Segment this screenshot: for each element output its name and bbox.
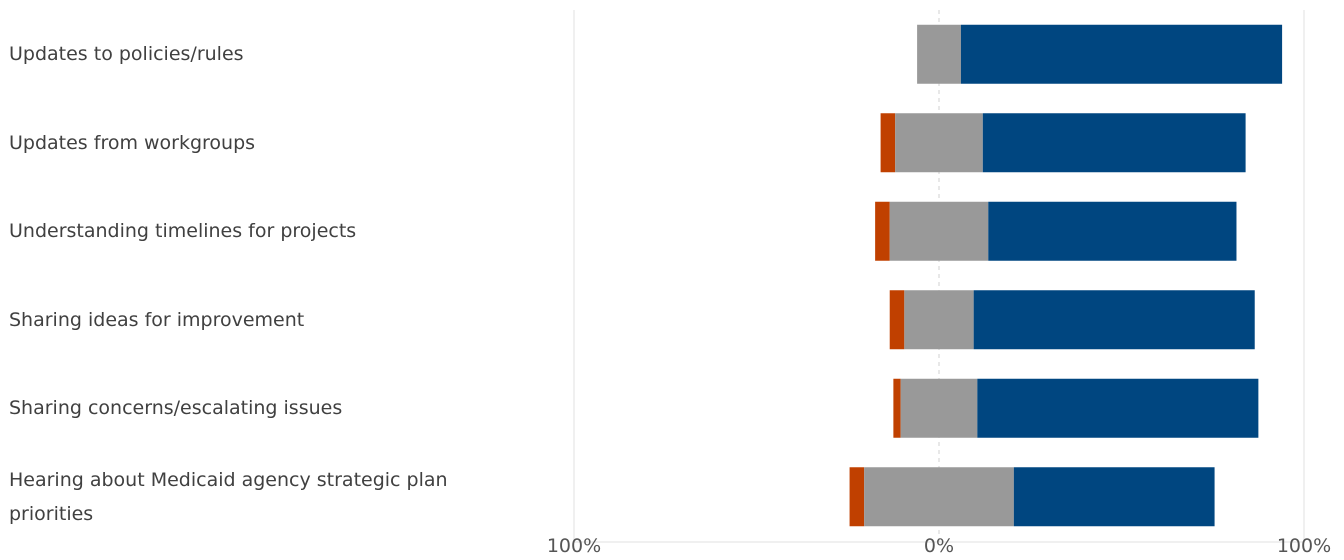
category-label: Updates from workgroups xyxy=(9,131,256,154)
bar-segment-negative xyxy=(893,378,901,438)
category-label: Hearing about Medicaid agency strategic … xyxy=(9,468,448,525)
bar-segment-positive xyxy=(988,201,1237,261)
bar-segment-neutral xyxy=(917,24,961,84)
bar-segment-negative xyxy=(889,290,905,350)
bar-segment-positive xyxy=(982,113,1246,173)
bar-segment-negative xyxy=(875,201,890,261)
bar-segment-neutral xyxy=(889,201,989,261)
x-tick-label: 100% xyxy=(1276,535,1332,557)
category-label: Understanding timelines for projects xyxy=(9,220,357,243)
bar-segment-negative xyxy=(849,467,865,527)
category-label: Sharing ideas for improvement xyxy=(9,308,305,331)
bar-segment-neutral xyxy=(895,113,983,173)
bar-segment-positive xyxy=(973,290,1255,350)
bar-segment-positive xyxy=(977,378,1259,438)
bar-segment-neutral xyxy=(864,467,1014,527)
bar-segment-positive xyxy=(960,24,1283,84)
x-tick-label: 0% xyxy=(923,535,955,557)
category-label: Sharing concerns/escalating issues xyxy=(9,397,343,420)
bars xyxy=(849,24,1283,527)
bar-segment-neutral xyxy=(900,378,978,438)
bar-segment-neutral xyxy=(904,290,974,350)
grid-lines xyxy=(573,10,1305,543)
bar-segment-positive xyxy=(1013,467,1215,527)
x-tick-label: 100% xyxy=(546,535,602,557)
category-label: Updates to policies/rules xyxy=(9,43,244,66)
bar-segment-negative xyxy=(880,113,896,173)
